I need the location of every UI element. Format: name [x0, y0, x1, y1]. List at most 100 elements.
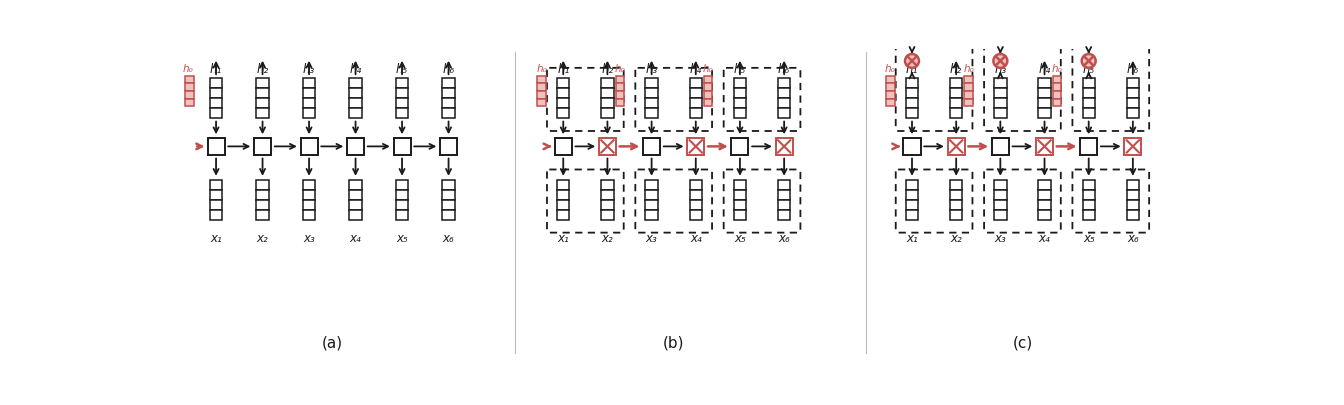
Bar: [301, 138, 317, 155]
Bar: [734, 78, 746, 88]
Text: h₀: h₀: [536, 64, 547, 74]
Bar: [689, 190, 702, 200]
Bar: [886, 99, 895, 107]
Text: x₆: x₆: [778, 232, 790, 245]
Bar: [1082, 190, 1095, 200]
Bar: [906, 108, 918, 118]
Text: x₂: x₂: [950, 232, 962, 245]
Bar: [704, 99, 712, 107]
Bar: [601, 98, 614, 108]
Text: h₅: h₅: [1082, 63, 1095, 76]
Bar: [302, 108, 316, 118]
Bar: [1052, 99, 1062, 107]
Text: x₅: x₅: [734, 232, 746, 245]
Bar: [1126, 98, 1140, 108]
Circle shape: [1082, 54, 1095, 68]
Bar: [210, 209, 222, 220]
Bar: [257, 209, 269, 220]
Bar: [1039, 200, 1051, 209]
Bar: [964, 91, 973, 99]
Bar: [1126, 88, 1140, 98]
Text: h₀: h₀: [1051, 64, 1062, 74]
Bar: [906, 200, 918, 209]
Text: x₃: x₃: [645, 232, 657, 245]
Bar: [778, 98, 790, 108]
Bar: [995, 98, 1007, 108]
Bar: [302, 98, 316, 108]
Bar: [645, 179, 657, 190]
Bar: [210, 190, 222, 200]
Bar: [775, 138, 793, 155]
Bar: [538, 76, 546, 83]
Bar: [601, 179, 614, 190]
Bar: [906, 78, 918, 88]
Text: h₃: h₃: [645, 63, 657, 76]
Bar: [1039, 209, 1051, 220]
Text: x₅: x₅: [1083, 232, 1094, 245]
Bar: [556, 88, 570, 98]
Bar: [556, 179, 570, 190]
Bar: [396, 108, 409, 118]
Bar: [349, 98, 362, 108]
Text: h₃: h₃: [302, 63, 316, 76]
Bar: [906, 179, 918, 190]
Bar: [555, 138, 571, 155]
Bar: [1126, 108, 1140, 118]
Bar: [1082, 200, 1095, 209]
Bar: [645, 108, 657, 118]
Bar: [185, 91, 195, 99]
Bar: [778, 179, 790, 190]
Bar: [645, 78, 657, 88]
Bar: [556, 200, 570, 209]
Bar: [396, 98, 409, 108]
Bar: [995, 209, 1007, 220]
Bar: [302, 200, 316, 209]
Bar: [950, 190, 962, 200]
Text: x₆: x₆: [1128, 232, 1138, 245]
Text: (b): (b): [663, 335, 684, 350]
Bar: [950, 108, 962, 118]
Bar: [645, 88, 657, 98]
Bar: [257, 78, 269, 88]
Bar: [556, 108, 570, 118]
Bar: [689, 209, 702, 220]
Bar: [950, 98, 962, 108]
Bar: [1126, 209, 1140, 220]
Bar: [906, 190, 918, 200]
Bar: [616, 99, 624, 107]
Text: h₁: h₁: [210, 63, 222, 76]
Bar: [689, 108, 702, 118]
Bar: [396, 179, 409, 190]
Bar: [1082, 209, 1095, 220]
Bar: [778, 200, 790, 209]
Bar: [903, 138, 921, 155]
Bar: [601, 88, 614, 98]
Bar: [601, 190, 614, 200]
Text: x₂: x₂: [602, 232, 613, 245]
Bar: [210, 200, 222, 209]
Bar: [734, 179, 746, 190]
Bar: [616, 91, 624, 99]
Bar: [254, 138, 271, 155]
Bar: [601, 209, 614, 220]
Bar: [349, 179, 362, 190]
Text: h₄: h₄: [1039, 63, 1051, 76]
Bar: [704, 83, 712, 91]
Bar: [645, 190, 657, 200]
Text: x₅: x₅: [396, 232, 409, 245]
Bar: [645, 200, 657, 209]
Bar: [601, 200, 614, 209]
Bar: [734, 190, 746, 200]
Bar: [1052, 91, 1062, 99]
Bar: [992, 138, 1009, 155]
Bar: [778, 88, 790, 98]
Bar: [257, 179, 269, 190]
Bar: [257, 200, 269, 209]
Bar: [210, 88, 222, 98]
Bar: [442, 88, 454, 98]
Text: h₂: h₂: [601, 63, 614, 76]
Bar: [906, 88, 918, 98]
Bar: [1082, 108, 1095, 118]
Bar: [964, 76, 973, 83]
Bar: [257, 108, 269, 118]
